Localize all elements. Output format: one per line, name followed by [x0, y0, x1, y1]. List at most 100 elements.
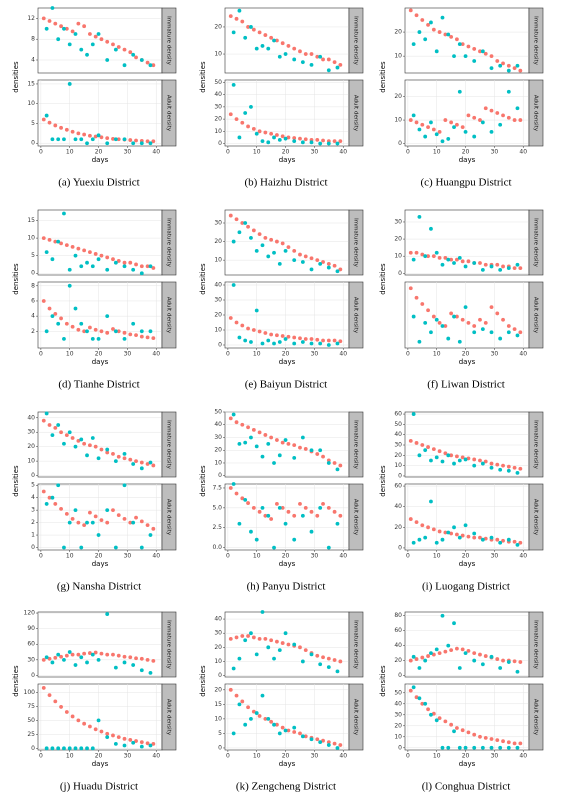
point [131, 267, 136, 272]
point [257, 636, 262, 641]
x-tick-label: 40 [339, 149, 347, 156]
x-tick-label: 40 [339, 351, 347, 358]
point [457, 745, 462, 750]
point [506, 63, 511, 68]
point [263, 130, 268, 135]
point [414, 13, 419, 18]
point [113, 329, 118, 334]
point [76, 131, 81, 136]
y-tick-label: 30 [27, 429, 35, 436]
point [452, 54, 456, 59]
point [286, 441, 291, 446]
point [414, 120, 419, 125]
point [506, 324, 511, 328]
x-tick-label: 0 [406, 351, 410, 358]
point [56, 423, 61, 427]
facet-strip [161, 281, 177, 349]
point [512, 266, 517, 271]
y-tick-label: 20 [394, 29, 402, 36]
point [292, 513, 297, 518]
point [70, 436, 75, 440]
y-tick-label: 50 [214, 79, 222, 86]
y-tick-label: 100 [24, 689, 36, 696]
point [76, 21, 81, 26]
point [478, 734, 482, 739]
point [449, 453, 454, 458]
point [298, 501, 302, 506]
point [512, 327, 517, 332]
point [64, 710, 69, 714]
y-tick-label: 20 [214, 312, 222, 319]
y-tick-label: 20 [394, 452, 402, 459]
point [67, 650, 72, 654]
point [59, 24, 63, 29]
point [50, 660, 55, 665]
point [309, 62, 314, 67]
point [96, 336, 101, 341]
point [512, 66, 517, 71]
point [79, 137, 84, 142]
point [286, 642, 291, 647]
point [266, 46, 271, 51]
point [85, 746, 89, 751]
point [417, 339, 422, 344]
point [460, 259, 465, 264]
x-tick-label: 0 [226, 351, 230, 358]
point [300, 60, 305, 65]
x-tick-label: 20 [462, 553, 470, 560]
point [489, 465, 494, 470]
point [139, 271, 144, 276]
point [128, 738, 133, 742]
point [457, 339, 462, 344]
point [237, 656, 242, 661]
point [512, 118, 517, 122]
point [408, 8, 413, 13]
point [237, 521, 242, 526]
point [96, 32, 101, 36]
y-tick-label: 15 [27, 217, 35, 224]
y-tick-label: 75 [27, 703, 35, 710]
point [498, 336, 503, 341]
point [292, 46, 297, 51]
y-tick-label: 50 [214, 409, 222, 416]
point [237, 135, 242, 140]
point [335, 467, 340, 472]
point [73, 32, 78, 36]
point [88, 325, 92, 330]
point [315, 737, 320, 742]
point [443, 451, 448, 456]
point [231, 239, 236, 244]
point [243, 498, 248, 502]
point [67, 430, 72, 435]
point [489, 54, 494, 59]
point [298, 731, 302, 736]
x-tick-label: 0 [39, 351, 43, 358]
y-tick-label: 0 [31, 472, 35, 479]
point [275, 501, 279, 506]
x-tick-label: 40 [519, 753, 527, 760]
point [70, 29, 75, 34]
point [99, 729, 104, 734]
point [148, 264, 153, 269]
point [41, 16, 46, 21]
point [148, 141, 153, 146]
point [93, 134, 98, 139]
point [151, 63, 156, 68]
caption: (g) Nansha District [57, 581, 141, 593]
point [53, 425, 58, 430]
point [134, 138, 138, 143]
point [518, 266, 523, 271]
point [292, 57, 297, 62]
point [515, 745, 520, 750]
point [292, 537, 297, 542]
point [466, 534, 471, 539]
point [44, 502, 49, 506]
point [82, 441, 87, 446]
x-tick-label: 40 [519, 351, 527, 358]
point [417, 537, 422, 542]
point [417, 696, 422, 701]
point [85, 660, 89, 665]
point [105, 652, 110, 657]
point [151, 658, 156, 663]
x-tick-label: 40 [519, 553, 527, 560]
